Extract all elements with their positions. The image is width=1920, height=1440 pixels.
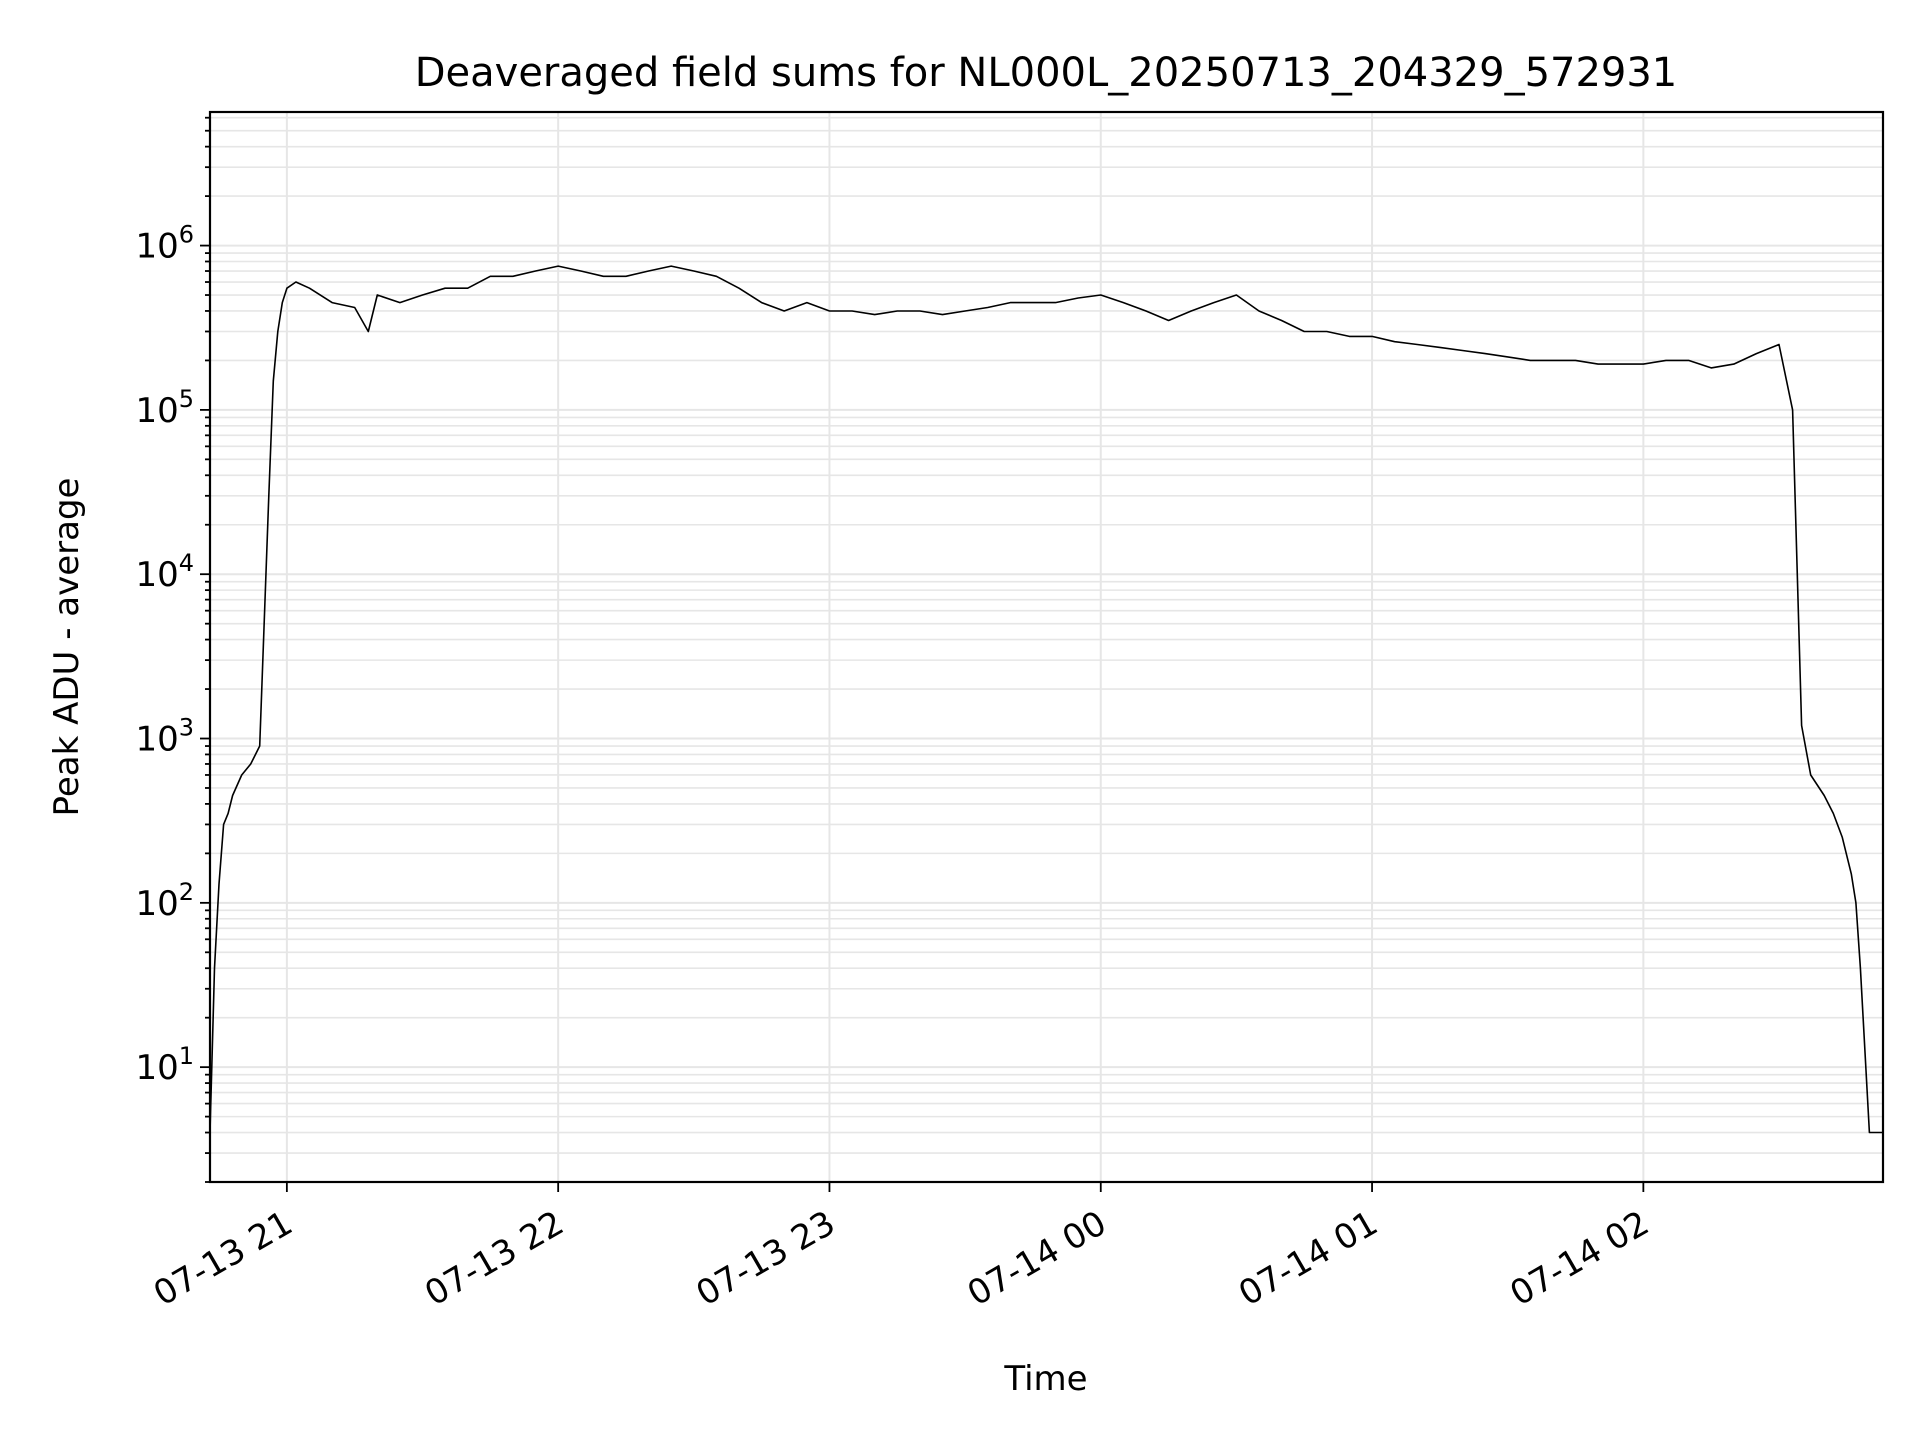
y-tick-label: 103 [135, 714, 194, 760]
y-tick-label: 101 [135, 1042, 194, 1088]
series-line [209, 265, 1883, 1134]
series-layer [209, 265, 1883, 1134]
chart-title: Deaveraged field sums for NL000L_2025071… [415, 50, 1678, 96]
y-tick-label: 104 [135, 549, 194, 595]
y-tick-label: 102 [135, 878, 194, 924]
plot-frame [208, 110, 1885, 1184]
y-axis: 101 102 103 104 105 106 [135, 116, 210, 1183]
grid-lines [210, 112, 1883, 1183]
y-axis-label: Peak ADU - average [47, 478, 87, 817]
x-axis-label: Time [1003, 1359, 1087, 1399]
y-tick-label: 105 [135, 385, 194, 431]
y-tick-label: 106 [135, 221, 194, 267]
